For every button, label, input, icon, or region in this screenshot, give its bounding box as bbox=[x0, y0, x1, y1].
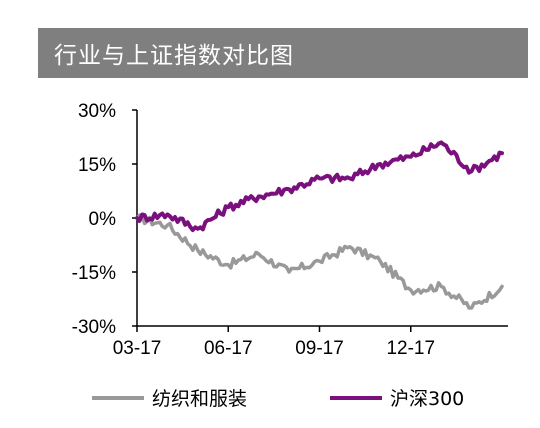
legend: 纺织和服装 沪深300 bbox=[92, 388, 464, 410]
legend-label: 纺织和服装 bbox=[152, 388, 247, 410]
series-layer bbox=[135, 140, 504, 310]
series-line-textile bbox=[135, 213, 504, 310]
axes: 30% 15% 0% -15% -30%03-17 06-17 09-17 12-17 bbox=[72, 101, 508, 359]
y-tick-label: 0% bbox=[89, 209, 117, 230]
x-tick-label: 12-17 bbox=[386, 338, 435, 359]
x-tick-label: 03-17 bbox=[113, 338, 162, 359]
y-tick-label: 30% bbox=[78, 101, 116, 122]
legend-label: 沪深300 bbox=[390, 388, 464, 410]
series-line-csi300 bbox=[135, 140, 504, 233]
chart-title: 行业与上证指数对比图 bbox=[54, 43, 294, 69]
title-bar: 行业与上证指数对比图 bbox=[38, 28, 528, 78]
y-tick-label: -15% bbox=[72, 263, 116, 284]
x-tick-label: 06-17 bbox=[204, 338, 253, 359]
y-tick-label: 15% bbox=[78, 155, 116, 176]
x-tick-label: 09-17 bbox=[295, 338, 344, 359]
y-tick-label: -30% bbox=[72, 317, 116, 338]
